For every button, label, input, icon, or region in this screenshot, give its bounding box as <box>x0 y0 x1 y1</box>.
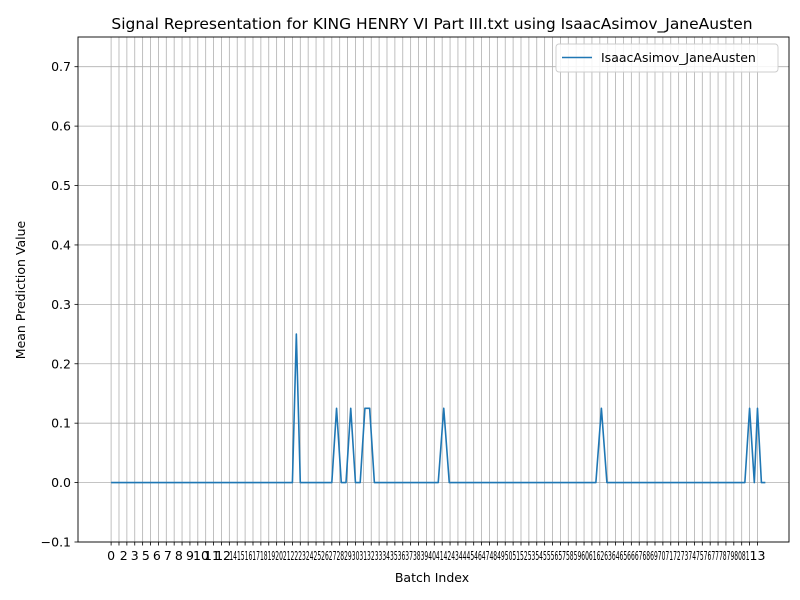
y-tick-label: 0.7 <box>51 59 71 74</box>
legend: IsaacAsimov_JaneAusten <box>555 43 779 73</box>
x-axis-label: Batch Index <box>395 570 469 585</box>
y-tick-label: 0.5 <box>51 178 71 193</box>
x-tick-label: 9 <box>186 548 194 563</box>
x-tick-label: 13 <box>750 548 766 563</box>
x-tick-label: 10 <box>193 548 209 563</box>
x-tick-label: 7 <box>164 548 172 563</box>
y-tick-label: 0.2 <box>51 356 71 371</box>
x-tick-label: 5 <box>142 548 150 563</box>
y-tick-label: −0.1 <box>41 535 71 550</box>
y-tick-label: 0.4 <box>51 237 71 252</box>
y-tick-label: 0.0 <box>51 475 71 490</box>
x-tick-label: 2 <box>120 548 128 563</box>
x-tick-label: 8 <box>175 548 183 563</box>
x-tick-labels-overlap: 1415161718192021222324252627282930313233… <box>229 548 749 563</box>
legend-box <box>555 43 779 73</box>
y-axis-ticks: −0.1 0.0 0.1 0.2 0.3 0.4 0.5 0.6 0.7 <box>41 59 78 550</box>
chart-title: Signal Representation for KING HENRY VI … <box>111 15 752 34</box>
legend-label: IsaacAsimov_JaneAusten <box>601 50 756 65</box>
x-tick-label: 0 <box>107 548 115 563</box>
x-tick-label: 11 <box>204 548 220 563</box>
x-tick-label: 12 <box>215 548 231 563</box>
y-tick-label: 0.3 <box>51 297 71 312</box>
series-line <box>111 333 766 484</box>
y-tick-label: 0.1 <box>51 416 71 431</box>
x-tick-label: 6 <box>153 548 161 563</box>
y-tick-label: 0.6 <box>51 119 71 134</box>
plot-frame <box>77 36 790 543</box>
y-axis-label: Mean Prediction Value <box>13 220 28 359</box>
x-tick-label: 3 <box>131 548 139 563</box>
series-line-group <box>111 333 766 484</box>
